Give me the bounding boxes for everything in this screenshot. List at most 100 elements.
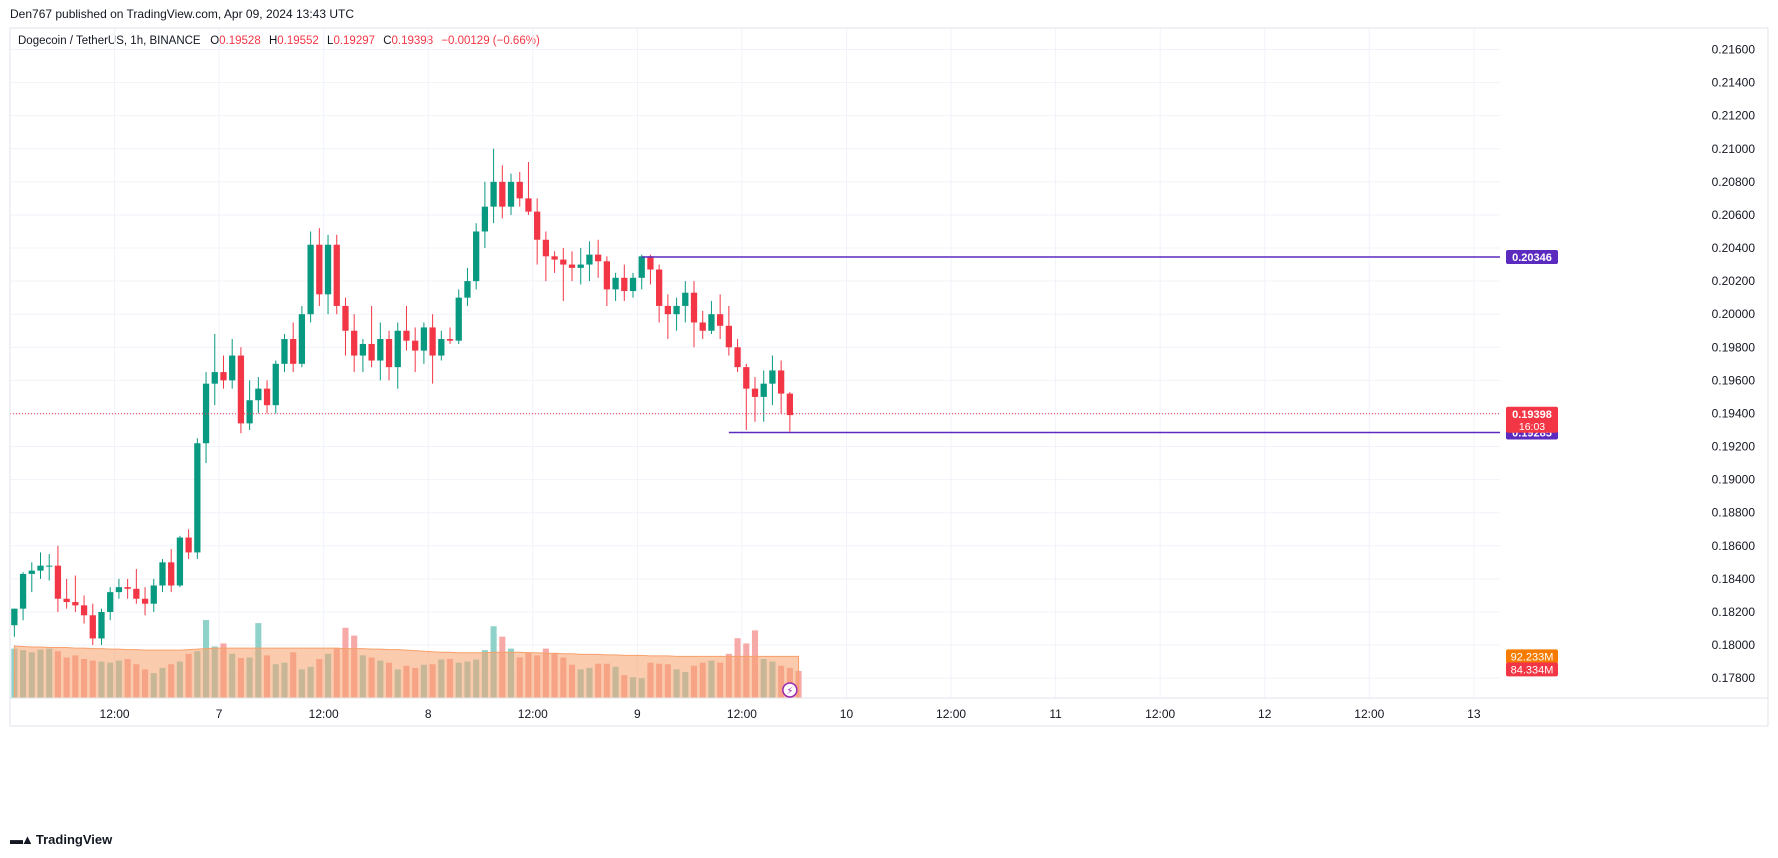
price-tick-label: 0.21400 — [1712, 76, 1756, 90]
candle-body — [551, 256, 558, 260]
volume-ma-area — [13, 645, 800, 699]
volume-value-label: 84.334M — [1511, 664, 1554, 676]
lightning-icon-circle — [782, 682, 798, 698]
close-value: 0.19398 — [391, 35, 434, 47]
candle-body — [682, 292, 689, 306]
candle-body — [159, 562, 166, 586]
level-price-tag — [1506, 249, 1558, 264]
time-tick-label: 12:00 — [727, 707, 757, 721]
open-label: O — [210, 35, 220, 47]
time-tick-label: 7 — [216, 707, 223, 721]
candle-body — [246, 400, 253, 424]
candle-body — [751, 388, 759, 397]
candle-body — [298, 314, 306, 364]
candle-body — [54, 565, 62, 599]
candle-body — [176, 537, 184, 586]
candle-body — [72, 602, 79, 606]
grid-lines — [10, 28, 1500, 698]
candle-body — [516, 181, 523, 199]
candle-body — [769, 370, 776, 384]
candle-body — [786, 393, 793, 416]
candle-body — [603, 261, 611, 290]
symbol-legend: Dogecoin / TetherUS, 1h, BINANCE O0.1952… — [18, 35, 545, 47]
horizontal-levels — [10, 256, 1500, 434]
candle-body — [664, 305, 672, 315]
candle-body — [115, 587, 123, 593]
tradingview-brand: TradingView — [35, 832, 113, 847]
tradingview-logo[interactable]: ▬▲ TradingView — [10, 832, 112, 847]
candle-body — [412, 340, 419, 351]
candle-body — [98, 611, 105, 639]
price-tick-label: 0.20600 — [1712, 208, 1756, 222]
candle-body — [542, 239, 550, 257]
last-price-tag — [1506, 406, 1558, 433]
high-value: 0.19552 — [277, 35, 319, 47]
change-value: −0.00129 (−0.66%) — [441, 35, 540, 47]
lightning-icon: ⚡ — [782, 682, 798, 698]
candle-body — [647, 256, 654, 270]
level-price-label: 0.20346 — [1512, 252, 1552, 264]
lightning-icon-glyph: ⚡ — [786, 686, 793, 697]
tradingview-logo-icon: ▬▲ — [10, 832, 34, 847]
candle-body — [638, 256, 645, 278]
time-tick-label: 10 — [840, 707, 854, 721]
candle-body — [307, 244, 314, 315]
volume-value-tag — [1506, 649, 1558, 664]
candle-body — [255, 388, 262, 401]
candle-body — [237, 355, 245, 424]
candle-body — [429, 327, 436, 356]
candle-body — [778, 370, 785, 394]
price-tick-label: 0.21000 — [1712, 142, 1756, 156]
price-tick-label: 0.18000 — [1712, 638, 1756, 652]
candle-body — [499, 181, 506, 207]
candle-body — [272, 363, 279, 406]
published-header: Den767 published on TradingView.com, Apr… — [10, 7, 355, 21]
time-tick-label: 12:00 — [936, 707, 966, 721]
axes: 0.17800 0.18000 0.18200 0.18400 0.18600 0.188… — [9, 27, 1769, 727]
candle-body — [568, 264, 576, 268]
last-price-label: 0.19398 — [1512, 409, 1552, 421]
volume-value-label: 92.233M — [1511, 651, 1554, 663]
time-tick-label: 13 — [1467, 707, 1481, 721]
candle-body — [80, 605, 88, 616]
candle-body — [534, 211, 541, 240]
time-tick-label: 11 — [1049, 707, 1062, 721]
candle-body — [342, 305, 349, 331]
volume-value-tag — [1506, 662, 1558, 677]
time-tick-label: 12:00 — [1145, 707, 1175, 721]
candle-body — [473, 231, 480, 282]
candle-body — [481, 206, 489, 232]
candle-body — [673, 305, 680, 315]
price-tick-label: 0.21600 — [1712, 43, 1756, 57]
candle-body — [455, 297, 462, 341]
candle-body — [612, 277, 619, 290]
candle-body — [621, 277, 628, 292]
price-tick-label: 0.19000 — [1712, 473, 1756, 487]
candle-body — [11, 608, 18, 626]
time-tick-label: 12 — [1258, 707, 1272, 721]
close-label: C — [383, 35, 392, 47]
price-tick-label: 0.19600 — [1712, 373, 1756, 387]
open-value: 0.19528 — [219, 35, 261, 47]
price-tick-label: 0.20200 — [1712, 274, 1756, 288]
candle-body — [464, 281, 471, 298]
candle-body — [368, 343, 375, 361]
candle-body — [211, 372, 218, 384]
candle-body — [46, 565, 53, 567]
price-tick-label: 0.19800 — [1712, 340, 1756, 354]
candle-body — [281, 339, 288, 364]
candle-body — [168, 562, 175, 586]
candle-body — [629, 277, 637, 292]
time-tick-label: 8 — [425, 707, 432, 721]
candle-body — [577, 264, 584, 268]
candles — [11, 148, 793, 646]
candle-body — [194, 443, 201, 553]
candle-body — [708, 314, 715, 331]
candle-body — [377, 339, 384, 361]
time-tick-label: 12:00 — [518, 707, 548, 721]
price-tick-label: 0.20400 — [1712, 241, 1756, 255]
candle-body — [333, 244, 340, 306]
low-value: 0.19297 — [333, 35, 376, 47]
chart-border — [9, 27, 1769, 727]
